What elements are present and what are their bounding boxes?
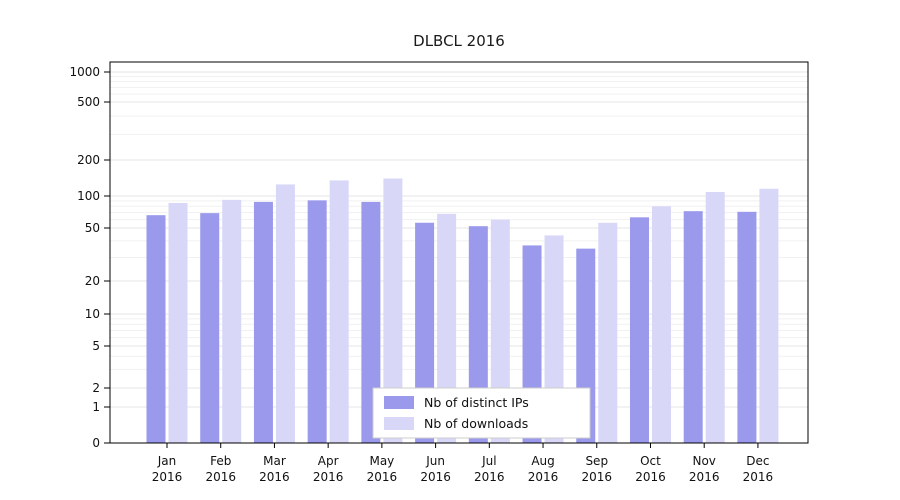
bar-distinct-ips-oct	[629, 217, 649, 443]
x-tick-label-year: 2016	[689, 470, 720, 484]
bar-distinct-ips-dec	[737, 211, 757, 443]
legend-label-distinct-ips: Nb of distinct IPs	[424, 395, 529, 410]
bar-downloads-jul	[490, 219, 510, 443]
x-tick-label-year: 2016	[528, 470, 559, 484]
y-tick-label: 500	[77, 95, 100, 109]
bar-downloads-oct	[651, 206, 671, 443]
chart-title: DLBCL 2016	[413, 32, 505, 50]
y-tick-label: 2	[92, 381, 100, 395]
legend-swatch-downloads	[384, 417, 414, 430]
x-tick-label-month: Nov	[692, 454, 715, 468]
x-tick-label-year: 2016	[420, 470, 451, 484]
bar-downloads-feb	[222, 199, 242, 443]
x-tick-label-year: 2016	[259, 470, 290, 484]
x-tick-label-month: Aug	[531, 454, 554, 468]
x-tick-label-month: May	[369, 454, 394, 468]
y-tick-label: 20	[85, 274, 100, 288]
x-tick-label-year: 2016	[581, 470, 612, 484]
x-tick-label-year: 2016	[474, 470, 505, 484]
legend-swatch-distinct-ips	[384, 396, 414, 409]
y-tick-label: 1000	[69, 65, 100, 79]
bar-downloads-jun	[437, 213, 457, 443]
y-tick-label: 0	[92, 436, 100, 450]
y-tick-label: 100	[77, 189, 100, 203]
x-tick-label-year: 2016	[743, 470, 774, 484]
bar-distinct-ips-apr	[307, 200, 327, 443]
bar-downloads-dec	[759, 188, 779, 443]
x-tick-label-month: Dec	[746, 454, 769, 468]
x-tick-label-month: Feb	[210, 454, 231, 468]
bar-downloads-jan	[168, 202, 188, 443]
x-tick-label-year: 2016	[205, 470, 236, 484]
x-tick-label-year: 2016	[635, 470, 666, 484]
legend: Nb of distinct IPs Nb of downloads	[372, 387, 591, 439]
x-tick-label-month: Jul	[481, 454, 496, 468]
axes	[109, 61, 809, 444]
bar-distinct-ips-jan	[146, 215, 166, 443]
bar-distinct-ips-feb	[200, 213, 220, 443]
y-tick-label: 10	[85, 307, 100, 321]
x-tick-label-year: 2016	[313, 470, 344, 484]
bar-downloads-may	[383, 178, 403, 443]
plot-border	[109, 61, 809, 444]
bar-downloads-sep	[598, 222, 618, 443]
bar-distinct-ips-nov	[683, 211, 703, 443]
y-tick-label: 200	[77, 153, 100, 167]
x-tick-label-month: Jan	[157, 454, 177, 468]
y-tick-label: 5	[92, 339, 100, 353]
x-tick-label-year: 2016	[367, 470, 398, 484]
x-tick-label-month: Mar	[263, 454, 286, 468]
x-tick-label-month: Jun	[425, 454, 445, 468]
bar-distinct-ips-may	[361, 201, 381, 443]
bar-downloads-nov	[705, 192, 725, 443]
x-tick-label-year: 2016	[152, 470, 183, 484]
y-tick-label: 50	[85, 221, 100, 235]
legend-label-downloads: Nb of downloads	[424, 416, 528, 431]
x-tick-label-month: Apr	[318, 454, 339, 468]
bar-downloads-apr	[329, 180, 349, 444]
bars	[146, 178, 779, 444]
bar-distinct-ips-mar	[253, 201, 273, 443]
axis-ticks-and-labels: Jan2016Feb2016Mar2016Apr2016May2016Jun20…	[69, 65, 773, 484]
x-tick-label-month: Sep	[585, 454, 608, 468]
x-tick-label-month: Oct	[640, 454, 661, 468]
y-tick-label: 1	[92, 400, 100, 414]
bar-downloads-mar	[275, 184, 295, 443]
